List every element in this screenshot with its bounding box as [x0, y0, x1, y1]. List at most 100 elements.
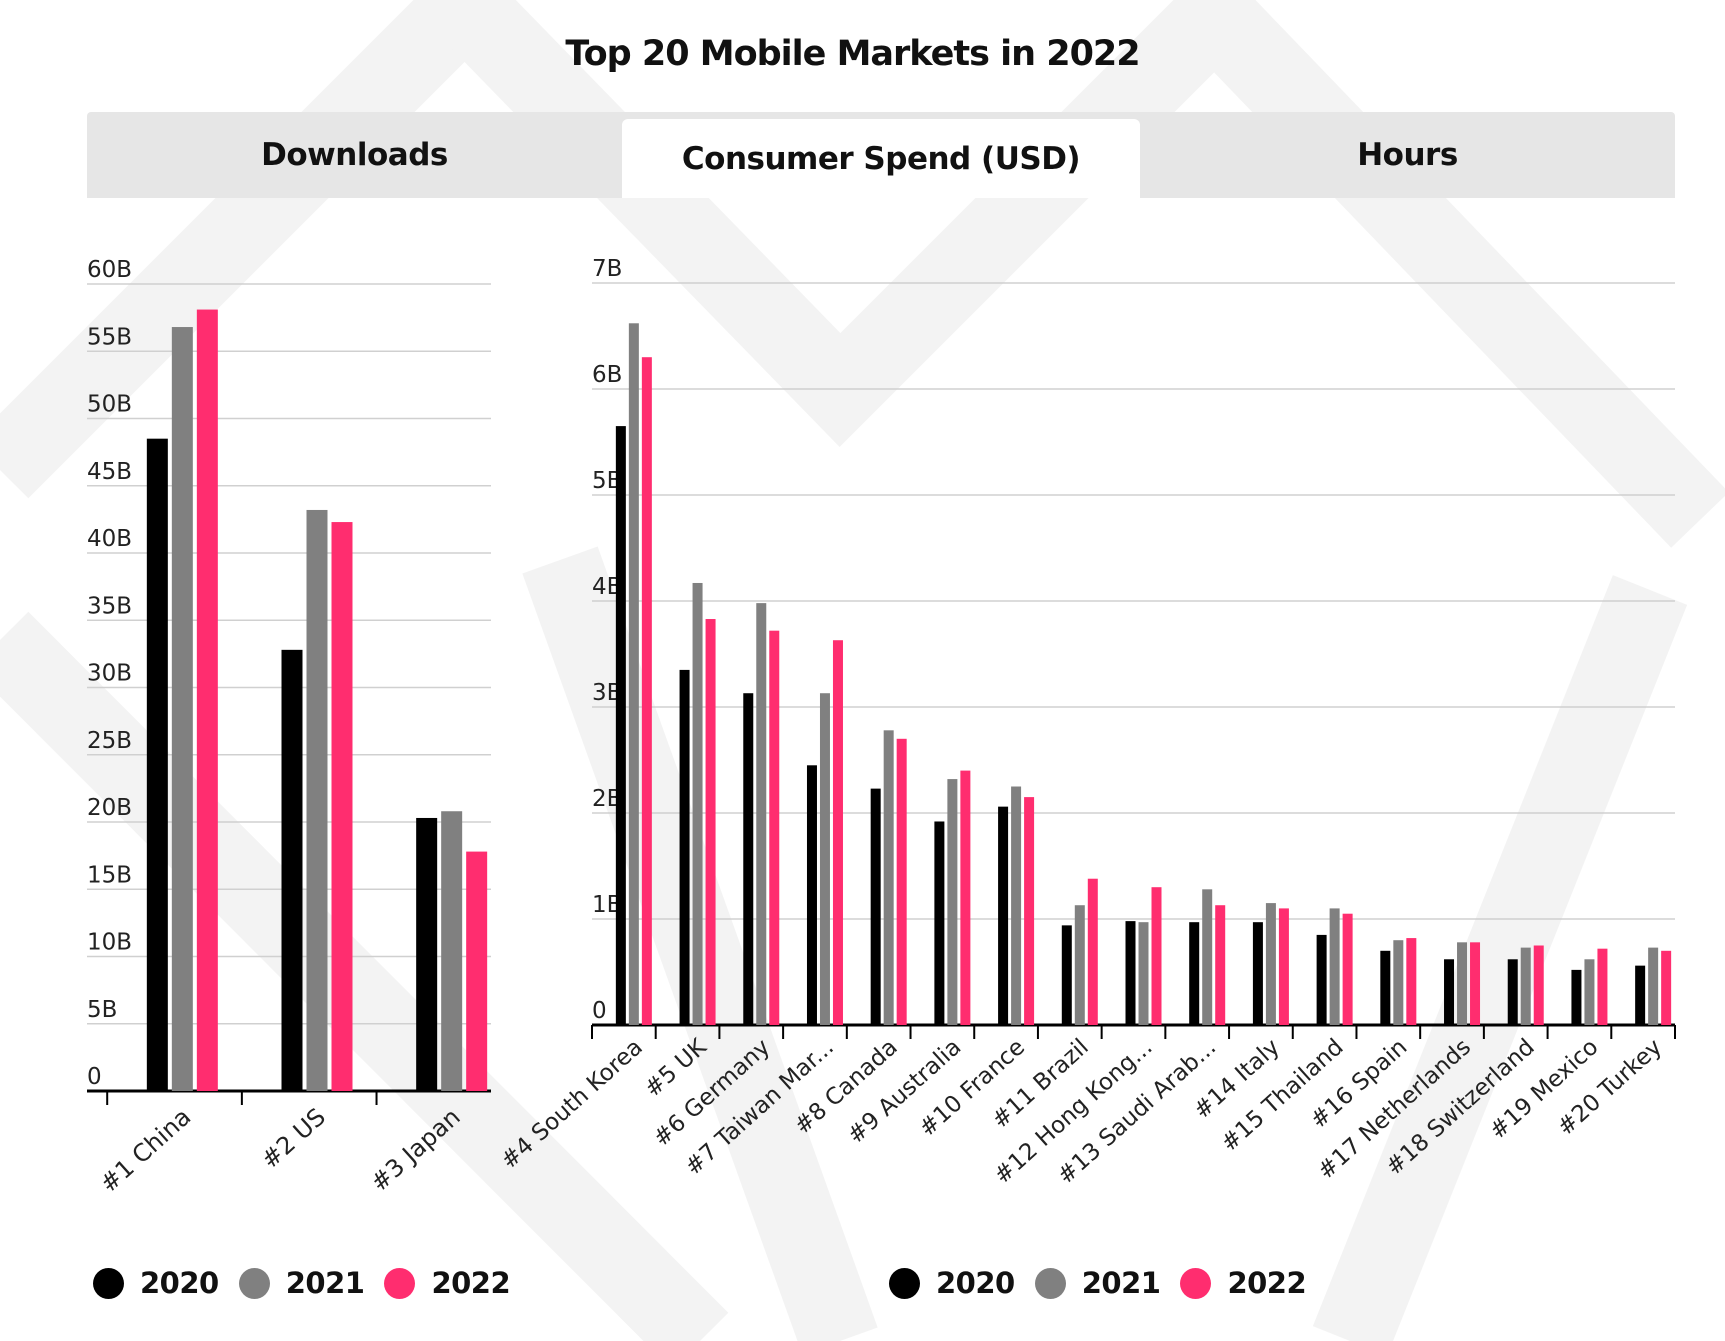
bar-2021	[1520, 947, 1531, 1025]
legend-swatch-2021	[238, 1267, 270, 1299]
legend-label-2021: 2021	[1081, 1266, 1161, 1300]
tab-bar: Downloads Consumer Spend (USD) Hours	[87, 112, 1675, 198]
y-tick-label: 25B	[87, 728, 132, 754]
legend-item-2021: 2021	[1034, 1266, 1161, 1300]
x-tick-label: #2 US	[256, 1103, 331, 1175]
bar-2020	[998, 806, 1009, 1025]
x-tick-label: #3 Japan	[365, 1103, 465, 1197]
bar-2021	[1393, 940, 1404, 1025]
bar-2022	[1533, 945, 1544, 1025]
bar-2021	[1457, 942, 1468, 1025]
bar-2021	[819, 693, 830, 1025]
legend-label-2020: 2020	[936, 1266, 1015, 1300]
bar-2021	[1584, 959, 1595, 1025]
bar-2021	[1074, 905, 1085, 1025]
legend-label-2021: 2021	[285, 1266, 365, 1300]
y-tick-label: 0	[592, 998, 607, 1024]
bar-2020	[1380, 950, 1391, 1025]
bar-2020	[1125, 921, 1136, 1025]
y-tick-label: 40B	[87, 526, 132, 552]
tab-hours[interactable]: Hours	[1357, 137, 1458, 173]
bar-2021	[1138, 922, 1149, 1025]
legend-item-2022: 2022	[1180, 1266, 1307, 1300]
bar-2022	[705, 619, 716, 1025]
y-tick-label: 5B	[87, 997, 117, 1023]
bar-2020	[1571, 969, 1582, 1025]
bar-2022	[1342, 913, 1353, 1025]
legend-item-2022: 2022	[384, 1266, 511, 1300]
legend-item-2020: 2020	[93, 1266, 219, 1300]
bar-2020	[743, 693, 754, 1025]
bar-2020	[679, 669, 690, 1025]
bar-2022	[1661, 950, 1672, 1025]
chart-title: Top 20 Mobile Markets in 2022	[565, 34, 1140, 74]
bar-2020	[615, 426, 626, 1026]
y-tick-label: 10B	[87, 930, 132, 956]
bar-2021	[1265, 903, 1276, 1025]
y-tick-label: 55B	[87, 324, 132, 350]
bar-2022	[1597, 948, 1608, 1025]
bar-2022	[960, 770, 971, 1025]
y-tick-label: 35B	[87, 593, 132, 619]
bar-2021	[1648, 947, 1659, 1025]
legend-label-2022: 2022	[1227, 1266, 1307, 1300]
bar-2022	[196, 309, 218, 1091]
y-tick-label: 45B	[87, 459, 132, 485]
y-tick-label: 30B	[87, 661, 132, 687]
bar-2022	[641, 357, 652, 1025]
legend-item-2020: 2020	[889, 1266, 1015, 1300]
bar-2021	[692, 582, 703, 1025]
legend-right: 2020 2021 2022	[889, 1266, 1326, 1300]
bar-2020	[1189, 922, 1200, 1025]
bar-2021	[1011, 786, 1022, 1025]
tab-consumer-spend[interactable]: Consumer Spend (USD)	[622, 119, 1140, 198]
bar-2022	[1024, 797, 1035, 1025]
bar-2020	[1444, 959, 1455, 1025]
bar-2021	[756, 603, 767, 1025]
legend-swatch-2020	[93, 1267, 124, 1299]
y-tick-label: 50B	[87, 392, 132, 418]
bar-2021	[883, 730, 894, 1025]
y-tick-label: 6B	[592, 362, 622, 388]
y-tick-label: 7B	[592, 256, 622, 282]
legend-item-2021: 2021	[238, 1266, 365, 1300]
legend-label-2020: 2020	[140, 1266, 219, 1300]
y-tick-label: 60B	[87, 257, 132, 283]
y-tick-label: 20B	[87, 795, 132, 821]
bar-2021	[947, 779, 958, 1025]
bar-2020	[1316, 934, 1327, 1025]
bar-2022	[1151, 887, 1162, 1025]
legend-swatch-2022	[384, 1267, 416, 1299]
bar-2022	[331, 522, 353, 1091]
bar-2022	[896, 738, 907, 1025]
x-tick-label: #1 China	[95, 1103, 197, 1198]
tab-downloads[interactable]: Downloads	[261, 137, 448, 173]
bar-2021	[1202, 889, 1213, 1025]
x-tick-label: #4 South Korea	[496, 1034, 648, 1174]
legend-swatch-2022	[1180, 1267, 1212, 1299]
bar-2021	[441, 811, 463, 1091]
legend-left: 2020 2021 2022	[93, 1266, 530, 1300]
bar-2020	[416, 817, 438, 1091]
y-tick-label: 15B	[87, 862, 132, 888]
bar-2022	[832, 640, 843, 1025]
bar-2020	[1252, 922, 1263, 1025]
legend-swatch-2021	[1034, 1267, 1066, 1299]
bar-2022	[1215, 905, 1226, 1025]
bar-2022	[1087, 878, 1098, 1025]
bar-2020	[934, 821, 945, 1025]
bar-2020	[806, 765, 817, 1025]
bar-2020	[281, 649, 303, 1091]
bar-2020	[1635, 965, 1646, 1025]
bar-2020	[1061, 925, 1072, 1025]
legend-swatch-2020	[889, 1267, 920, 1299]
legend-label-2022: 2022	[431, 1266, 511, 1300]
bar-2020	[870, 788, 881, 1025]
bar-2021	[628, 323, 639, 1025]
bar-2022	[1470, 942, 1481, 1025]
bar-2022	[466, 851, 488, 1091]
bar-2021	[171, 327, 193, 1091]
bar-2020	[1507, 959, 1518, 1025]
bar-2022	[1406, 938, 1417, 1025]
